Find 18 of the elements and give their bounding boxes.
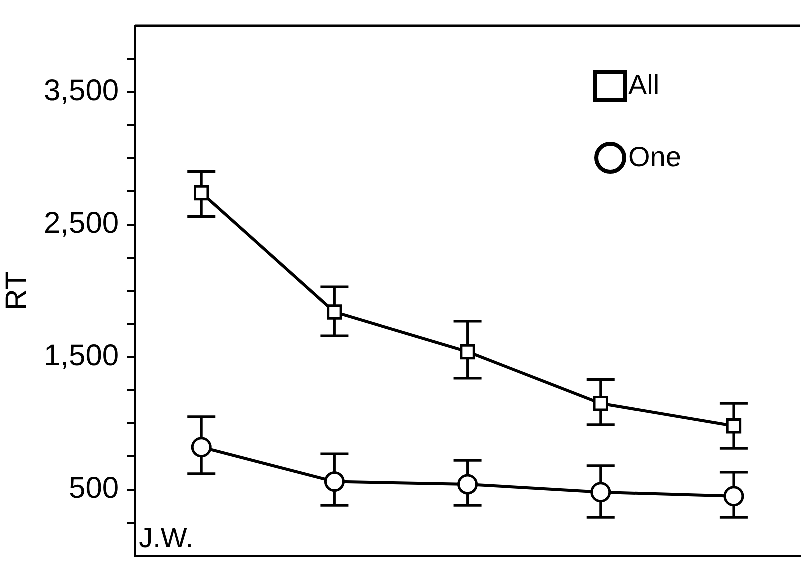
point [324, 472, 345, 492]
point [726, 418, 742, 434]
point [194, 185, 210, 201]
y-tick-label: 500 [69, 472, 120, 506]
y-tick-label: 1,500 [44, 340, 120, 373]
y-tick-label: 2,500 [44, 207, 120, 240]
point [593, 396, 608, 412]
annotation: J.W. [139, 522, 194, 554]
point [327, 304, 342, 320]
point [458, 474, 478, 495]
y-tick-label: 3,500 [44, 74, 120, 108]
point [191, 437, 212, 458]
point [590, 482, 612, 503]
y-axis-title: RT [0, 271, 34, 311]
point [460, 344, 476, 360]
legend-label: All [628, 70, 660, 101]
point [724, 486, 744, 507]
legend-label: One [628, 142, 682, 173]
